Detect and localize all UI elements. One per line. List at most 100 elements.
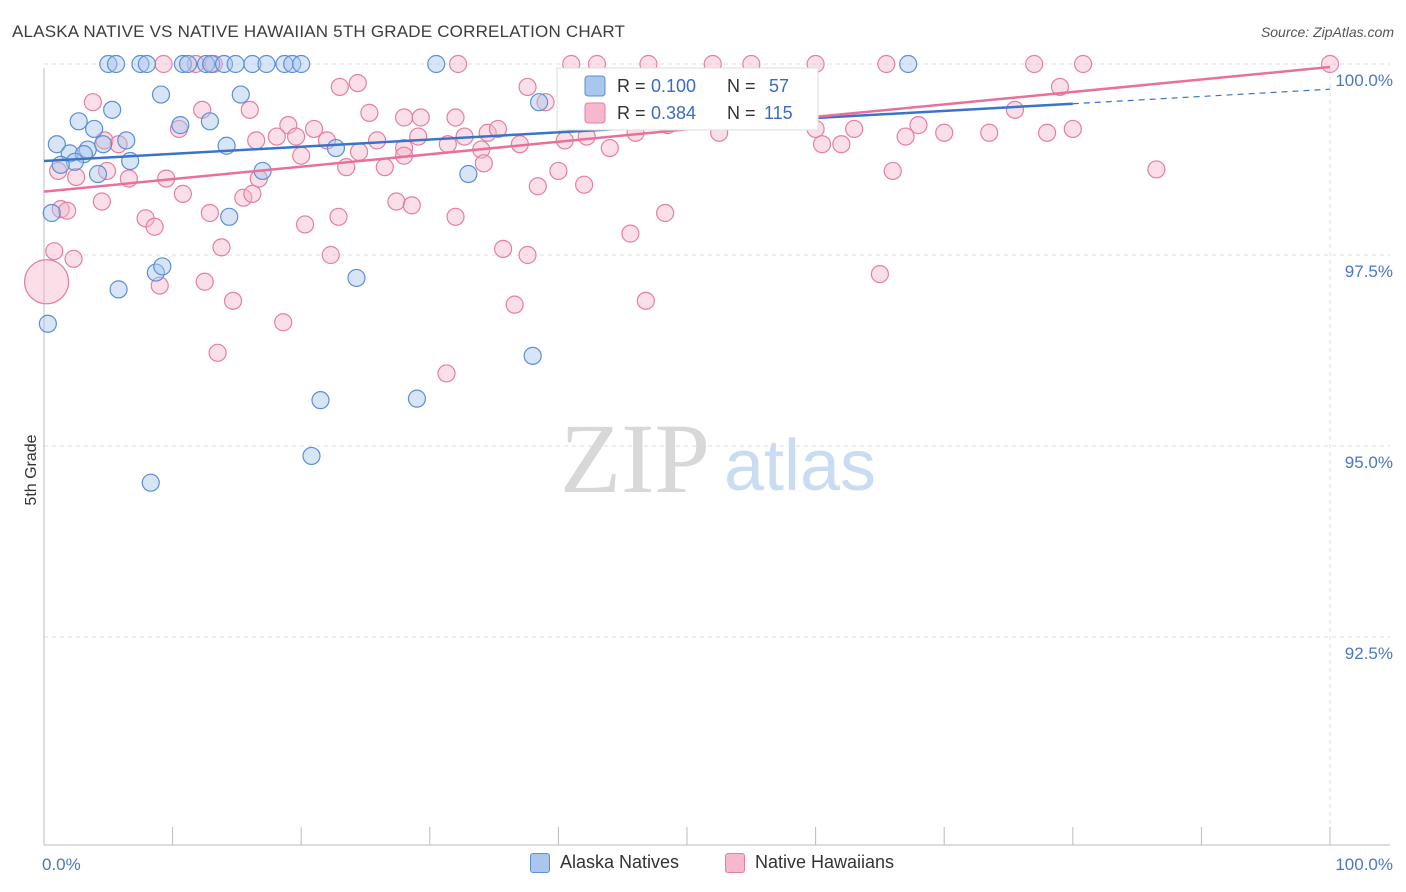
point-native-hawaiians — [286, 127, 306, 146]
point-native-hawaiians — [321, 245, 340, 265]
point-alaska-natives — [131, 54, 150, 74]
point-alaska-natives — [173, 54, 192, 74]
point-native-hawaiians — [58, 201, 77, 220]
point-alaska-natives — [347, 268, 366, 288]
bottom-legend-label-hawaiians: Native Hawaiians — [755, 852, 895, 872]
point-native-hawaiians — [360, 103, 379, 122]
point-alaska-natives — [42, 203, 61, 223]
series-native-hawaiians — [23, 54, 1340, 383]
point-alaska-natives — [38, 314, 57, 333]
legend-n-label-2: N = — [727, 103, 756, 123]
legend-r-value-1: 0.100 — [651, 76, 696, 96]
point-alaska-natives — [407, 389, 427, 408]
point-native-hawaiians — [883, 161, 902, 181]
point-native-hawaiians — [200, 203, 219, 223]
point-alaska-natives — [47, 135, 66, 154]
point-alaska-natives — [85, 119, 104, 139]
point-alaska-natives — [117, 131, 136, 150]
watermark-zip: ZIP — [560, 403, 710, 514]
point-native-hawaiians — [387, 192, 406, 211]
point-alaska-natives — [65, 152, 84, 171]
point-native-hawaiians — [274, 313, 293, 332]
point-native-hawaiians — [292, 146, 311, 165]
point-native-hawaiians — [870, 265, 890, 284]
point-native-hawaiians — [375, 158, 394, 177]
point-native-hawaiians — [488, 119, 508, 139]
point-native-hawaiians — [1073, 54, 1093, 74]
axes — [43, 68, 1390, 846]
point-native-hawaiians — [208, 343, 227, 362]
point-native-hawaiians — [186, 54, 205, 74]
point-native-hawaiians — [621, 224, 640, 243]
point-native-hawaiians — [909, 116, 928, 135]
point-native-hawaiians — [234, 188, 253, 207]
point-native-hawaiians — [173, 184, 192, 203]
point-native-hawaiians — [636, 291, 655, 310]
bottom-legend: Alaska Natives Native Hawaiians — [0, 852, 1406, 878]
point-native-hawaiians — [394, 108, 414, 127]
point-native-hawaiians — [877, 54, 896, 74]
point-alaska-natives — [326, 138, 346, 158]
point-alaska-natives — [171, 116, 190, 135]
point-native-hawaiians — [367, 131, 387, 150]
point-native-hawaiians — [51, 200, 70, 219]
point-native-hawaiians — [518, 245, 537, 265]
point-native-hawaiians — [1025, 54, 1044, 74]
point-native-hawaiians — [845, 119, 864, 139]
point-native-hawaiians — [64, 249, 83, 268]
bottom-legend-swatch-blue — [530, 852, 550, 873]
point-alaska-natives — [899, 54, 918, 74]
y-axis-label: 5th Grade — [23, 434, 40, 505]
point-native-hawaiians — [600, 138, 619, 158]
point-native-hawaiians — [145, 217, 164, 236]
point-alaska-natives — [151, 85, 171, 104]
point-native-hawaiians — [295, 215, 315, 234]
tick-labels: 100.0% 97.5% 95.0% 92.5% 0.0% 100.0% — [42, 71, 1393, 874]
point-native-hawaiians — [1063, 119, 1082, 139]
point-alaska-natives — [459, 164, 478, 184]
point-alaska-natives — [200, 112, 219, 131]
point-native-hawaiians — [348, 73, 367, 93]
point-native-hawaiians — [494, 239, 513, 258]
trend-line-alaska-natives-extension — [1072, 88, 1331, 105]
point-alaska-natives — [109, 280, 128, 299]
point-native-hawaiians — [247, 131, 266, 150]
series-alaska-natives — [38, 54, 918, 492]
point-native-hawaiians — [935, 123, 954, 142]
point-native-hawaiians — [223, 291, 243, 310]
point-native-hawaiians — [67, 167, 86, 187]
point-native-hawaiians — [446, 207, 465, 226]
y-tick-label: 100.0% — [1335, 71, 1393, 90]
point-native-hawaiians — [45, 242, 64, 261]
point-native-hawaiians — [528, 177, 547, 196]
point-alaska-natives — [523, 346, 542, 365]
point-alaska-natives — [153, 257, 172, 276]
legend-swatch-pink — [584, 102, 606, 124]
point-native-hawaiians — [832, 135, 851, 154]
point-alaska-natives — [530, 93, 549, 112]
x-tick-label-start: 0.0% — [42, 855, 81, 874]
point-native-hawaiians — [1320, 54, 1340, 74]
source-label: Source: ZipAtlas.com — [1260, 24, 1394, 40]
point-alaska-natives — [243, 54, 262, 74]
point-native-hawaiians — [243, 184, 262, 203]
point-native-hawaiians — [474, 154, 493, 173]
point-native-hawaiians — [1005, 100, 1025, 119]
point-native-hawaiians — [656, 203, 675, 223]
point-native-hawaiians — [409, 127, 428, 146]
point-alaska-natives — [231, 85, 250, 104]
point-native-hawaiians — [23, 259, 70, 305]
bottom-legend-swatch-pink — [725, 852, 745, 873]
point-native-hawaiians — [304, 119, 324, 139]
point-alaska-natives — [311, 391, 330, 410]
trend-line-alaska-natives — [43, 102, 1073, 163]
point-alaska-natives — [69, 112, 88, 131]
point-native-hawaiians — [330, 77, 349, 97]
legend-box: R = 0.100 N = 57 R = 0.384 N = 115 — [556, 67, 819, 131]
legend-swatch-blue — [584, 75, 606, 97]
point-native-hawaiians — [505, 295, 524, 314]
point-native-hawaiians — [402, 196, 421, 215]
point-alaska-natives — [196, 54, 216, 74]
bottom-legend-label-alaska: Alaska Natives — [560, 852, 680, 872]
legend-n-label-1: N = — [727, 76, 756, 96]
